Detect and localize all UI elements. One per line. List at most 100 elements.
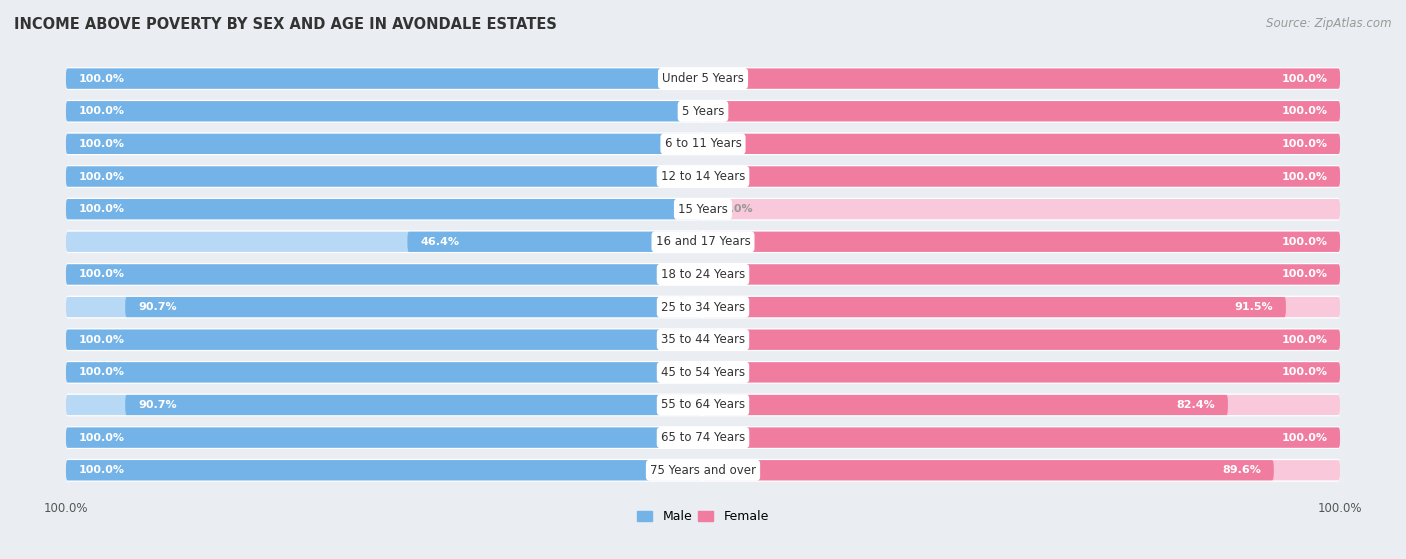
Text: 100.0%: 100.0% bbox=[1281, 237, 1327, 247]
Text: 100.0%: 100.0% bbox=[79, 139, 125, 149]
FancyBboxPatch shape bbox=[125, 297, 703, 317]
FancyBboxPatch shape bbox=[66, 67, 1340, 90]
Text: 100.0%: 100.0% bbox=[1281, 172, 1327, 182]
FancyBboxPatch shape bbox=[66, 165, 1340, 188]
FancyBboxPatch shape bbox=[66, 199, 703, 219]
FancyBboxPatch shape bbox=[703, 167, 1340, 187]
Text: Under 5 Years: Under 5 Years bbox=[662, 72, 744, 85]
FancyBboxPatch shape bbox=[703, 264, 1340, 285]
FancyBboxPatch shape bbox=[66, 264, 703, 285]
Text: 89.6%: 89.6% bbox=[1222, 465, 1261, 475]
Text: 90.7%: 90.7% bbox=[138, 302, 177, 312]
FancyBboxPatch shape bbox=[703, 362, 1340, 382]
Text: 100.0%: 100.0% bbox=[1281, 106, 1327, 116]
FancyBboxPatch shape bbox=[66, 134, 703, 154]
FancyBboxPatch shape bbox=[703, 297, 1340, 317]
FancyBboxPatch shape bbox=[66, 362, 703, 382]
FancyBboxPatch shape bbox=[66, 460, 703, 480]
FancyBboxPatch shape bbox=[66, 330, 703, 350]
FancyBboxPatch shape bbox=[66, 297, 703, 317]
Text: 100.0%: 100.0% bbox=[1281, 433, 1327, 443]
Text: 15 Years: 15 Years bbox=[678, 203, 728, 216]
FancyBboxPatch shape bbox=[703, 395, 1227, 415]
Text: 25 to 34 Years: 25 to 34 Years bbox=[661, 301, 745, 314]
FancyBboxPatch shape bbox=[66, 167, 703, 187]
Text: 16 and 17 Years: 16 and 17 Years bbox=[655, 235, 751, 248]
FancyBboxPatch shape bbox=[66, 362, 703, 382]
FancyBboxPatch shape bbox=[66, 328, 1340, 351]
Text: 100.0%: 100.0% bbox=[1281, 335, 1327, 345]
FancyBboxPatch shape bbox=[66, 361, 1340, 384]
Text: 100.0%: 100.0% bbox=[79, 269, 125, 280]
FancyBboxPatch shape bbox=[703, 330, 1340, 350]
Text: 100.0%: 100.0% bbox=[1281, 139, 1327, 149]
Text: 0.0%: 0.0% bbox=[723, 204, 752, 214]
FancyBboxPatch shape bbox=[703, 167, 1340, 187]
Text: 5 Years: 5 Years bbox=[682, 105, 724, 118]
FancyBboxPatch shape bbox=[66, 101, 703, 121]
FancyBboxPatch shape bbox=[703, 134, 1340, 154]
FancyBboxPatch shape bbox=[703, 460, 1274, 480]
Text: 100.0%: 100.0% bbox=[79, 74, 125, 84]
Text: 82.4%: 82.4% bbox=[1177, 400, 1215, 410]
FancyBboxPatch shape bbox=[66, 460, 703, 480]
FancyBboxPatch shape bbox=[66, 428, 703, 448]
Text: 100.0%: 100.0% bbox=[79, 204, 125, 214]
FancyBboxPatch shape bbox=[703, 428, 1340, 448]
Text: 91.5%: 91.5% bbox=[1234, 302, 1274, 312]
FancyBboxPatch shape bbox=[66, 264, 703, 285]
FancyBboxPatch shape bbox=[703, 69, 1340, 89]
Text: INCOME ABOVE POVERTY BY SEX AND AGE IN AVONDALE ESTATES: INCOME ABOVE POVERTY BY SEX AND AGE IN A… bbox=[14, 17, 557, 32]
FancyBboxPatch shape bbox=[66, 263, 1340, 286]
FancyBboxPatch shape bbox=[66, 100, 1340, 122]
FancyBboxPatch shape bbox=[703, 199, 1340, 219]
FancyBboxPatch shape bbox=[66, 230, 1340, 253]
Text: 100.0%: 100.0% bbox=[79, 367, 125, 377]
FancyBboxPatch shape bbox=[703, 460, 1340, 480]
FancyBboxPatch shape bbox=[703, 69, 1340, 89]
FancyBboxPatch shape bbox=[66, 459, 1340, 482]
Text: 100.0%: 100.0% bbox=[1281, 269, 1327, 280]
Text: 12 to 14 Years: 12 to 14 Years bbox=[661, 170, 745, 183]
FancyBboxPatch shape bbox=[66, 101, 703, 121]
FancyBboxPatch shape bbox=[66, 428, 703, 448]
Text: 65 to 74 Years: 65 to 74 Years bbox=[661, 431, 745, 444]
Text: Source: ZipAtlas.com: Source: ZipAtlas.com bbox=[1267, 17, 1392, 30]
FancyBboxPatch shape bbox=[66, 167, 703, 187]
FancyBboxPatch shape bbox=[66, 132, 1340, 155]
Legend: Male, Female: Male, Female bbox=[633, 505, 773, 528]
Text: 90.7%: 90.7% bbox=[138, 400, 177, 410]
FancyBboxPatch shape bbox=[66, 231, 703, 252]
FancyBboxPatch shape bbox=[703, 297, 1286, 317]
FancyBboxPatch shape bbox=[703, 264, 1340, 285]
Text: 35 to 44 Years: 35 to 44 Years bbox=[661, 333, 745, 346]
FancyBboxPatch shape bbox=[703, 330, 1340, 350]
FancyBboxPatch shape bbox=[66, 69, 703, 89]
Text: 100.0%: 100.0% bbox=[79, 106, 125, 116]
Text: 100.0%: 100.0% bbox=[79, 433, 125, 443]
Text: 45 to 54 Years: 45 to 54 Years bbox=[661, 366, 745, 379]
Text: 100.0%: 100.0% bbox=[79, 335, 125, 345]
FancyBboxPatch shape bbox=[66, 69, 703, 89]
Text: 100.0%: 100.0% bbox=[79, 465, 125, 475]
FancyBboxPatch shape bbox=[703, 231, 1340, 252]
FancyBboxPatch shape bbox=[66, 426, 1340, 449]
FancyBboxPatch shape bbox=[703, 101, 1340, 121]
Text: 55 to 64 Years: 55 to 64 Years bbox=[661, 399, 745, 411]
Text: 100.0%: 100.0% bbox=[1281, 74, 1327, 84]
FancyBboxPatch shape bbox=[703, 134, 1340, 154]
Text: 75 Years and over: 75 Years and over bbox=[650, 464, 756, 477]
Text: 18 to 24 Years: 18 to 24 Years bbox=[661, 268, 745, 281]
Text: 46.4%: 46.4% bbox=[420, 237, 460, 247]
FancyBboxPatch shape bbox=[66, 296, 1340, 319]
FancyBboxPatch shape bbox=[703, 231, 1340, 252]
FancyBboxPatch shape bbox=[66, 330, 703, 350]
FancyBboxPatch shape bbox=[408, 231, 703, 252]
FancyBboxPatch shape bbox=[66, 134, 703, 154]
FancyBboxPatch shape bbox=[66, 198, 1340, 221]
Text: 6 to 11 Years: 6 to 11 Years bbox=[665, 138, 741, 150]
FancyBboxPatch shape bbox=[125, 395, 703, 415]
Text: 100.0%: 100.0% bbox=[79, 172, 125, 182]
FancyBboxPatch shape bbox=[703, 101, 1340, 121]
FancyBboxPatch shape bbox=[66, 394, 1340, 416]
